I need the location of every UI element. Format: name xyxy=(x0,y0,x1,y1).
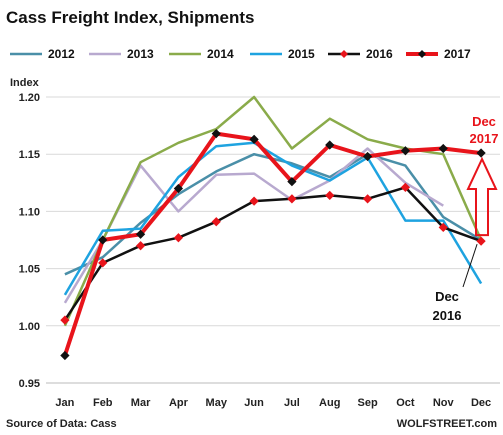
point-2016-Dec xyxy=(476,236,486,246)
x-tick-label: Feb xyxy=(93,397,113,409)
legend-item-2014: 2014 xyxy=(169,47,234,61)
source-note: Source of Data: Cass xyxy=(6,418,117,430)
x-tick-label: Jul xyxy=(284,397,300,409)
x-tick-label: Nov xyxy=(433,397,455,409)
x-tick-label: Dec xyxy=(471,397,491,409)
point-2016-Jul xyxy=(287,194,297,204)
point-2017-May xyxy=(211,128,221,139)
change-arrow xyxy=(466,156,498,237)
series-line-2016 xyxy=(63,186,482,321)
series-line-2015 xyxy=(63,141,483,296)
watermark: WOLFSTREET.com xyxy=(397,418,497,430)
legend-item-2016: 2016 xyxy=(328,47,393,61)
series-2015 xyxy=(63,141,483,296)
point-2017-Jul xyxy=(287,177,297,187)
x-tick-label: Jun xyxy=(244,397,264,409)
y-tick-label: 0.95 xyxy=(19,378,40,390)
y-axis-ticks: 0.95 1.00 1.05 1.10 1.15 1.20 xyxy=(19,92,40,390)
point-2017-Aug xyxy=(325,140,335,150)
series-line-2012 xyxy=(64,152,482,276)
point-2016-Feb xyxy=(98,258,108,268)
x-tick-label: Sep xyxy=(357,397,377,409)
point-2016-Mar xyxy=(135,241,146,251)
x-tick-label: Oct xyxy=(396,397,415,409)
point-2017-Jan xyxy=(60,350,70,361)
series-2012 xyxy=(64,152,482,276)
y-axis-label: Index xyxy=(10,77,40,89)
y-tick-label: 1.20 xyxy=(19,92,40,104)
chart-title: Cass Freight Index, Shipments xyxy=(6,8,254,27)
legend-label: 2017 xyxy=(444,47,471,61)
point-2017-Nov xyxy=(438,143,448,154)
legend-label: 2012 xyxy=(48,47,75,61)
point-2016-Aug xyxy=(325,190,335,201)
point-2016-Nov xyxy=(438,222,448,233)
y-tick-label: 1.10 xyxy=(19,206,40,218)
x-tick-label: May xyxy=(206,397,228,409)
series-line-2017 xyxy=(62,131,482,357)
annotation-dec-2016-line2: 2016 xyxy=(433,308,462,323)
x-axis-ticks: Jan Feb Mar Apr May Jun Jul Aug Sep Oct Nov Dec xyxy=(55,397,491,409)
x-tick-label: Apr xyxy=(169,397,189,409)
series-2017 xyxy=(60,128,486,361)
legend-item-2015: 2015 xyxy=(250,47,315,61)
y-tick-label: 1.15 xyxy=(19,149,40,161)
legend-marker xyxy=(418,50,426,58)
point-2017-Dec xyxy=(476,148,486,158)
legend-label: 2013 xyxy=(127,47,154,61)
series-2013 xyxy=(63,147,444,304)
point-2017-Sep xyxy=(362,151,373,162)
point-2016-Oct xyxy=(400,182,411,193)
point-2017-Feb xyxy=(98,235,108,245)
legend-label: 2015 xyxy=(288,47,315,61)
x-tick-label: Mar xyxy=(131,397,151,409)
annotation-dec-2017-line2: 2017 xyxy=(470,131,499,146)
x-tick-label: Jan xyxy=(55,397,74,409)
point-2016-Apr xyxy=(173,233,184,243)
point-2017-Mar xyxy=(135,229,146,239)
legend-label: 2016 xyxy=(366,47,393,61)
point-2017-Apr xyxy=(173,183,184,194)
point-2016-Sep xyxy=(362,194,373,204)
legend-marker xyxy=(340,50,348,58)
point-2016-May xyxy=(211,217,221,227)
series-line-2013 xyxy=(63,147,444,304)
annotation-pointer xyxy=(462,243,478,288)
grid xyxy=(46,96,500,384)
legend: 2012 2013 2014 2015 2016 2017 xyxy=(10,47,471,61)
legend-label: 2014 xyxy=(207,47,234,61)
legend-item-2013: 2013 xyxy=(89,47,154,61)
annotation-dec-2017-line1: Dec xyxy=(472,114,496,129)
series-2016 xyxy=(60,182,486,325)
series-group xyxy=(60,95,486,361)
point-2017-Oct xyxy=(400,146,411,156)
point-2016-Jan xyxy=(60,315,70,325)
point-2017-Jun xyxy=(249,134,259,144)
point-2016-Jun xyxy=(249,196,259,206)
y-tick-label: 1.05 xyxy=(19,264,40,276)
annotations: Dec 2017 Dec 2016 xyxy=(433,114,499,323)
annotation-dec-2016-line1: Dec xyxy=(435,289,459,304)
legend-item-2012: 2012 xyxy=(10,47,75,61)
legend-item-2017: 2017 xyxy=(406,47,471,61)
x-tick-label: Aug xyxy=(319,397,340,409)
y-tick-label: 1.00 xyxy=(19,321,40,333)
